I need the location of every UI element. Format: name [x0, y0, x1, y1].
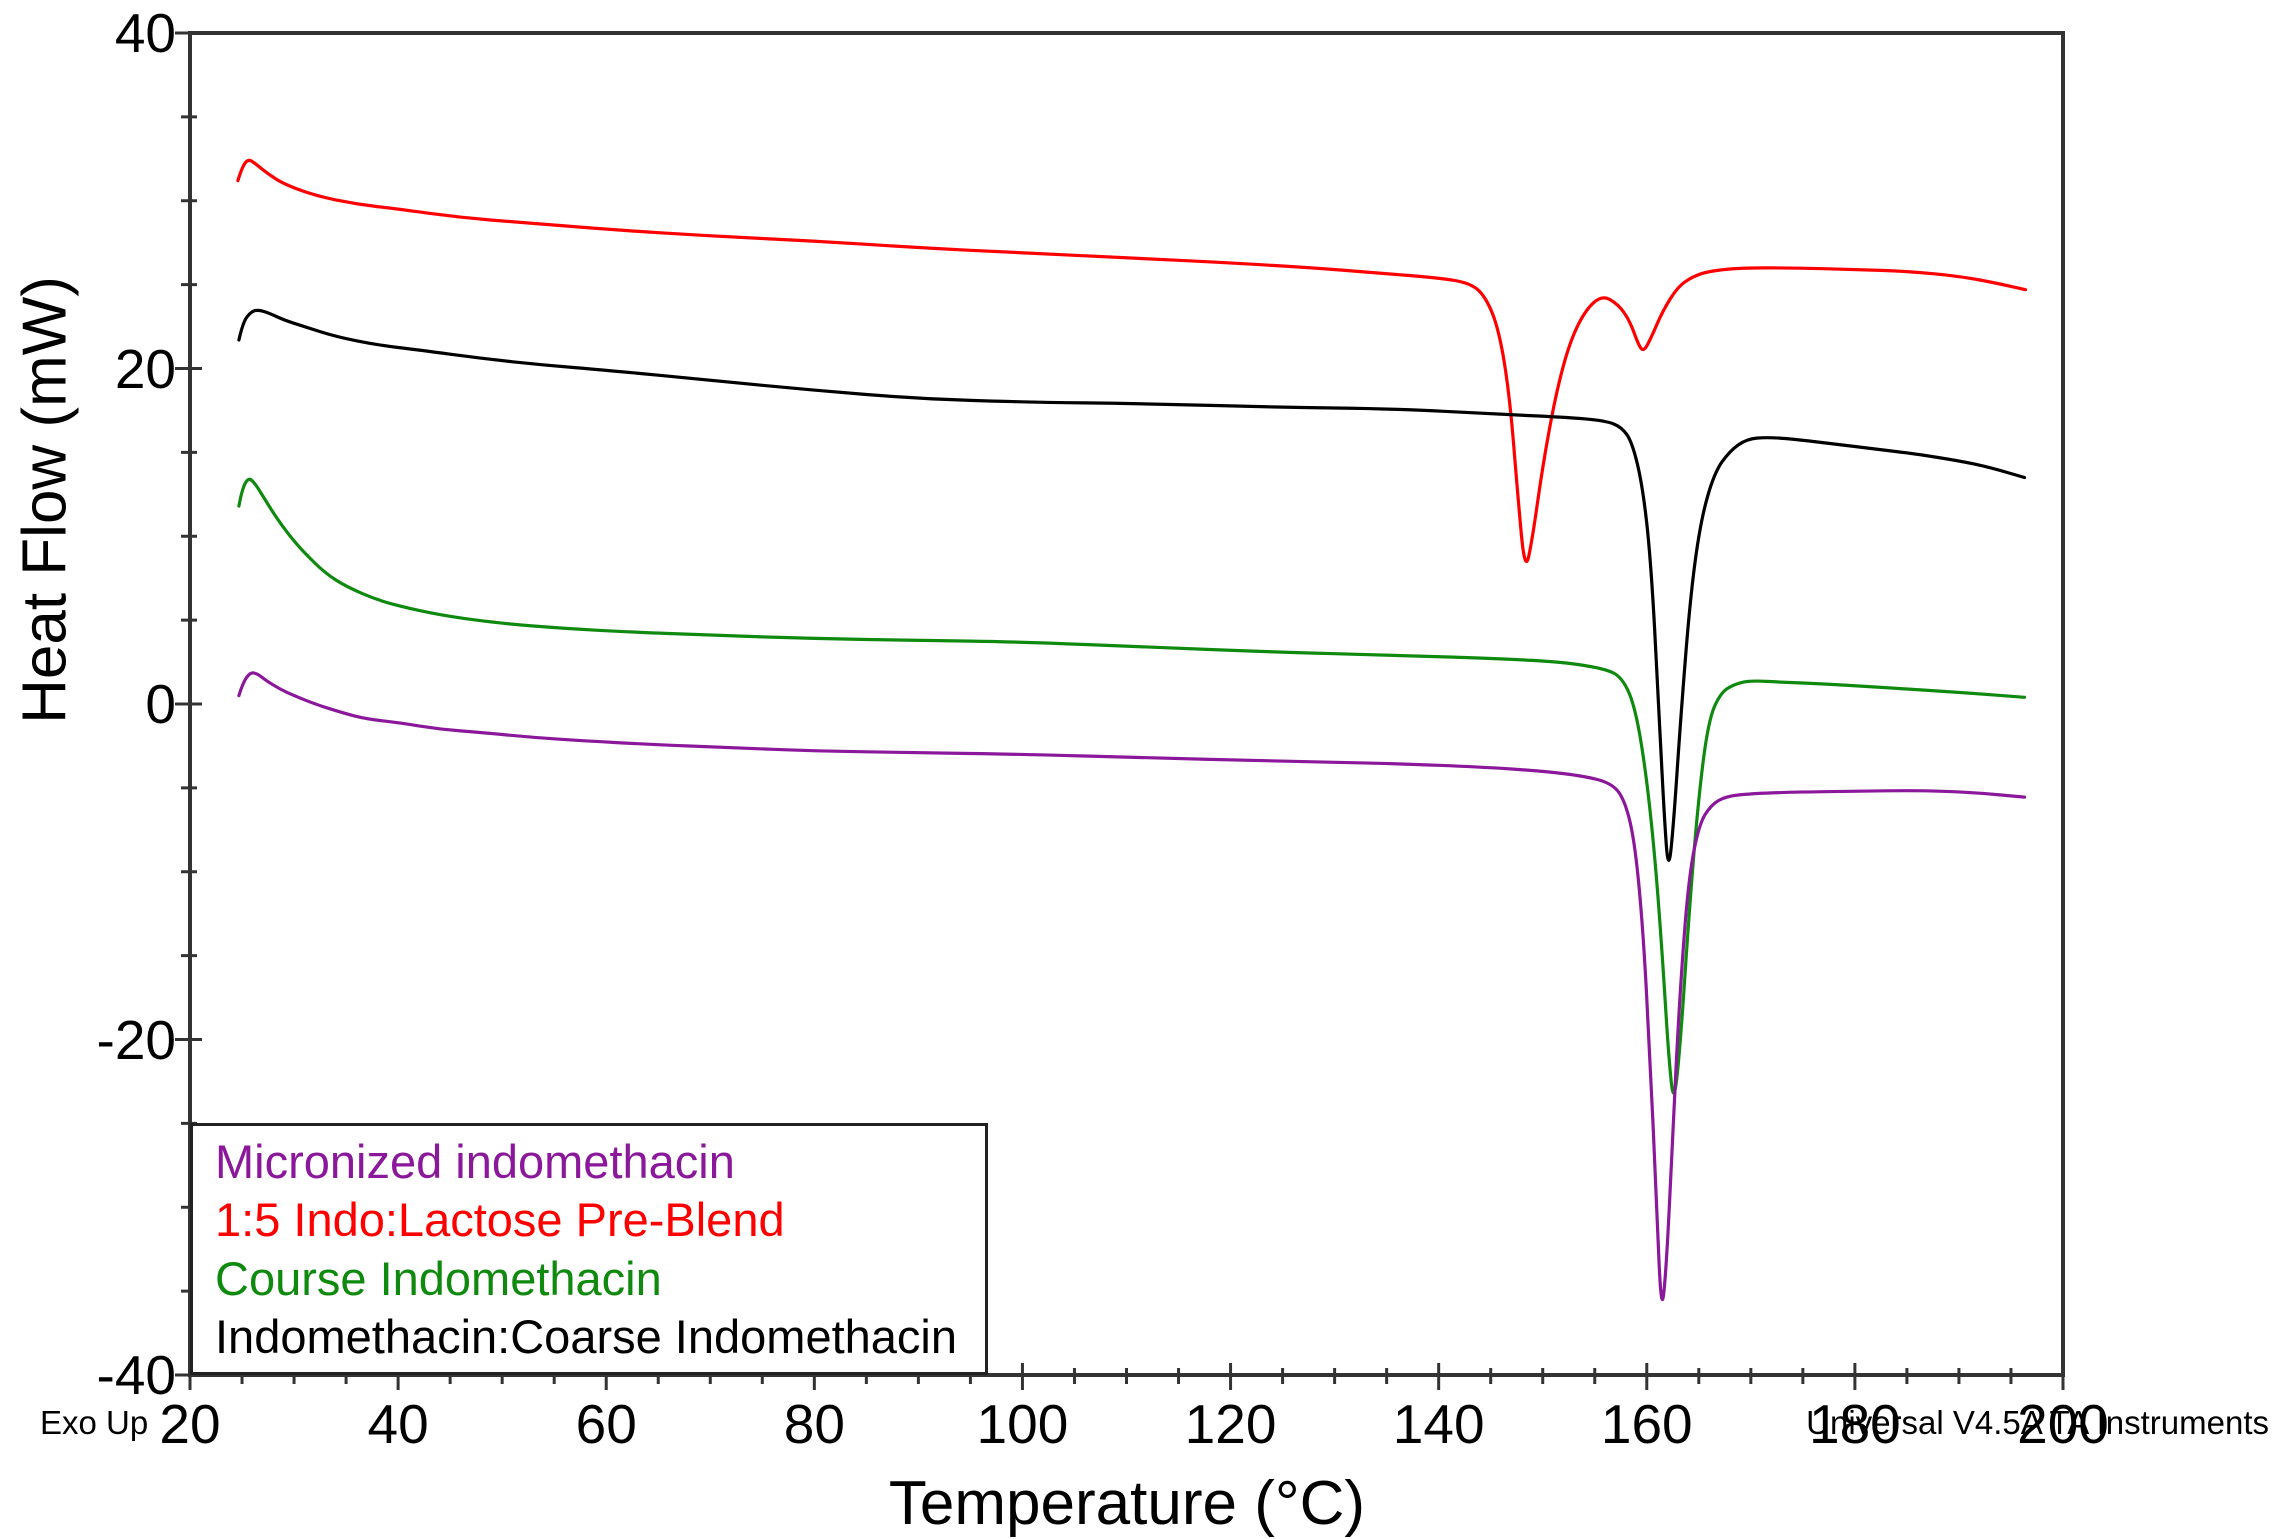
legend-item: Micronized indomethacin — [215, 1134, 735, 1188]
series-line-1-5-indo-lactose-pre-blend — [236, 158, 2028, 563]
x-tick-label: 200 — [2017, 1393, 2109, 1455]
exo-up-note: Exo Up — [40, 1404, 149, 1441]
x-tick-label: 140 — [1392, 1393, 1485, 1455]
y-tick-label: 0 — [145, 673, 176, 735]
x-tick-label: 100 — [976, 1393, 1069, 1455]
x-tick-label: 40 — [367, 1393, 429, 1455]
y-tick-label: -40 — [96, 1344, 177, 1406]
legend-item: Course Indomethacin — [215, 1251, 662, 1305]
x-tick-label: 60 — [575, 1393, 637, 1455]
legend-item: Indomethacin:Coarse Indomethacin — [215, 1310, 957, 1364]
legend-box: Micronized indomethacin 1:5 Indo:Lactose … — [190, 1123, 988, 1375]
y-tick-label: -20 — [96, 1008, 177, 1071]
x-tick-label: 20 — [159, 1393, 221, 1455]
legend-item: 1:5 Indo:Lactose Pre-Blend — [215, 1193, 785, 1247]
series-line-micronized-indomethacin — [237, 671, 2027, 1301]
series-line-indomethacin-coarse-indomethacin — [237, 308, 2027, 862]
x-tick-label: 120 — [1184, 1393, 1277, 1455]
instrument-note: Universal V4.5A TA Instruments — [1806, 1404, 2269, 1441]
series-line-course-indomethacin — [237, 477, 2027, 1095]
y-tick-label: 40 — [114, 2, 176, 64]
x-tick-label: 160 — [1600, 1393, 1693, 1455]
x-tick-label: 180 — [1808, 1393, 1901, 1455]
x-axis-title: Temperature (°C) — [888, 1469, 1366, 1538]
y-tick-label: 20 — [114, 337, 176, 400]
x-tick-label: 80 — [783, 1393, 845, 1455]
